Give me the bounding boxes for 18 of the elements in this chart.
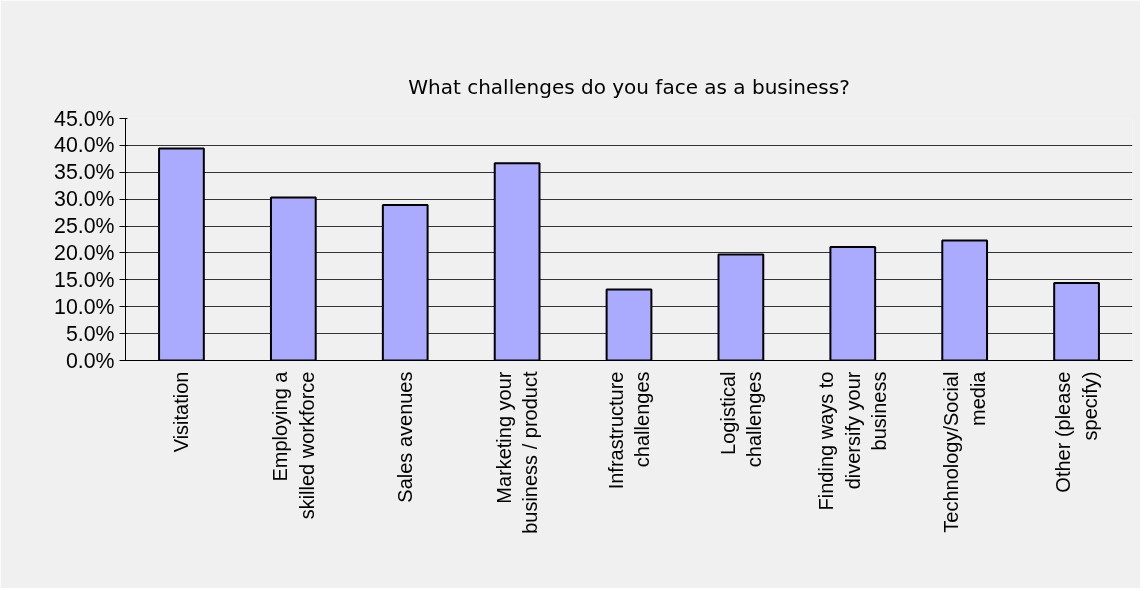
x-tick-label: Sales avenues xyxy=(394,371,417,503)
x-tick-label: Technology/Social media xyxy=(940,370,989,533)
y-tick-label: 10.0% xyxy=(54,294,115,319)
y-tick-label: 20.0% xyxy=(54,240,115,265)
x-tick-label: Employing a skilled workforce xyxy=(269,370,318,520)
chart-title: What challenges do you face as a business? xyxy=(408,74,850,99)
x-tick-label: Visitation xyxy=(170,371,193,453)
x-tick-label: Other (please specify) xyxy=(1052,371,1101,493)
y-tick-label: 0.0% xyxy=(65,348,115,373)
y-tick-label: 5.0% xyxy=(65,321,115,346)
y-tick-label: 45.0% xyxy=(54,106,115,131)
y-tick-label: 25.0% xyxy=(54,214,115,239)
y-tick-label: 30.0% xyxy=(54,187,115,212)
y-tick-label: 35.0% xyxy=(54,160,115,185)
y-tick-label: 15.0% xyxy=(54,267,115,292)
x-tick-label: Marketing your business / product xyxy=(492,371,542,534)
x-tick-label: Infrastructure challenges xyxy=(604,371,654,490)
y-tick-label: 40.0% xyxy=(54,133,115,158)
